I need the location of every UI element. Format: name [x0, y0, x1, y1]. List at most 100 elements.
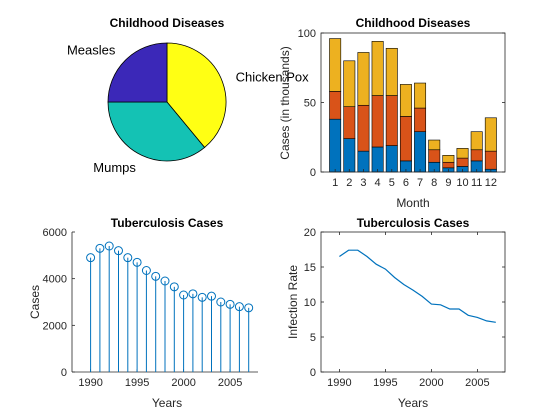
bar-segment — [470, 149, 483, 162]
stem-marker — [151, 271, 161, 281]
pie-slice-label: Measles — [67, 42, 116, 57]
bar-segment — [385, 47, 398, 96]
bar-segment — [414, 107, 427, 132]
bar-segment — [385, 145, 398, 173]
bar-segment — [470, 131, 483, 151]
pie-chart-panel: Childhood Diseases Chicken Pox Mumps Measl… — [67, 16, 309, 175]
x-tick-label: 2000 — [171, 377, 195, 389]
pie-slice — [107, 101, 206, 162]
stem-marker — [95, 243, 105, 253]
stem-ylabel: Cases — [28, 285, 42, 319]
x-tick-label: 1995 — [125, 377, 149, 389]
y-tick-label: 0 — [310, 167, 316, 179]
stem-marker — [216, 297, 226, 307]
x-tick-label: 1995 — [373, 377, 397, 389]
bar-segment — [414, 131, 427, 173]
stem-marker — [104, 241, 114, 251]
y-tick-label: 2000 — [43, 320, 67, 332]
bar-segment — [343, 106, 356, 139]
bar-segment — [456, 148, 469, 159]
stacked-bar-panel: Childhood Diseases 1 2 3 4 5 6 7 8 9 10 11 12050100… — [278, 16, 506, 210]
infection-rate-line — [339, 249, 496, 323]
x-tick-label: 12 — [485, 177, 497, 189]
line-xlabel: Years — [398, 396, 428, 410]
stem-marker — [114, 246, 123, 256]
bar-xlabel: Month — [396, 196, 429, 210]
bar-segment — [343, 60, 356, 107]
line-title: Tuberculosis Cases — [357, 216, 470, 230]
stem-marker — [234, 302, 244, 312]
stem-body: 1990 1995 2000 2005 0 2000 4000 6000 — [43, 227, 258, 389]
bar-segment — [329, 91, 342, 120]
bar-ylabel: Cases (in thousands) — [278, 46, 292, 159]
stem-marker — [169, 282, 179, 292]
bar-segment — [414, 82, 427, 109]
x-tick-label: 1 — [332, 177, 338, 189]
stem-marker — [86, 253, 96, 263]
stem-chart-panel: Tuberculosis Cases 1990 1995 2000 2005 0 2000… — [28, 216, 258, 410]
bar-segment — [357, 104, 370, 152]
line-body: 1990 1995 2000 2005 0 5 10 15 20 — [304, 227, 506, 389]
bar-segment — [371, 95, 384, 148]
x-tick-label: 3 — [360, 177, 366, 189]
bar-segment — [484, 150, 497, 170]
y-tick-label: 5 — [310, 332, 316, 344]
x-tick-label: 2 — [346, 177, 352, 189]
x-tick-label: 1990 — [78, 377, 102, 389]
y-tick-label: 4000 — [43, 274, 67, 286]
bar-segment — [357, 150, 370, 173]
x-tick-label: 2005 — [465, 377, 489, 389]
line-ylabel: Infection Rate — [286, 265, 300, 339]
bar-segment — [484, 117, 497, 152]
x-tick-label: 1990 — [327, 377, 351, 389]
stem-marker — [123, 253, 133, 263]
y-tick-label: 0 — [310, 367, 316, 379]
y-tick-label: 10 — [304, 297, 316, 309]
stem-marker — [225, 299, 235, 309]
y-tick-label: 100 — [298, 28, 316, 40]
stem-marker — [207, 291, 216, 301]
bar-segment — [428, 139, 441, 151]
y-tick-label: 50 — [304, 98, 316, 110]
y-tick-label: 15 — [304, 262, 316, 274]
x-tick-label: 6 — [403, 177, 409, 189]
y-tick-label: 20 — [304, 227, 316, 239]
x-tick-label: 11 — [471, 177, 482, 189]
x-tick-label: 2005 — [218, 377, 242, 389]
bar-segment — [399, 116, 412, 162]
bar-segment — [343, 138, 356, 173]
stem-marker — [179, 290, 189, 300]
x-tick-label: 5 — [389, 177, 395, 189]
bar-segment — [371, 146, 384, 173]
stem-marker — [132, 257, 142, 267]
x-tick-label: 10 — [456, 177, 468, 189]
bar-segment — [456, 157, 469, 167]
bar-segment — [442, 161, 455, 169]
stem-title: Tuberculosis Cases — [111, 216, 224, 230]
y-tick-label: 0 — [61, 367, 67, 379]
bar-segment — [442, 155, 455, 163]
pie-slice-label: Mumps — [93, 160, 136, 175]
y-tick-label: 6000 — [43, 227, 67, 239]
line-chart-panel: Tuberculosis Cases 1990 1995 2000 200505101… — [286, 216, 506, 410]
bar-segment — [385, 95, 398, 146]
bar-segment — [428, 149, 441, 163]
pie-slice — [107, 42, 168, 103]
bar-segment — [399, 84, 412, 117]
bar-segment — [371, 41, 384, 96]
pie-slice — [166, 42, 227, 149]
x-tick-label: 2000 — [419, 377, 443, 389]
x-tick-label: 4 — [375, 177, 381, 189]
stem-marker — [244, 303, 254, 313]
bar-segment — [329, 38, 342, 92]
stem-marker — [160, 276, 170, 286]
pie-slices: Chicken Pox Mumps Measles — [67, 42, 309, 175]
stem-marker — [141, 266, 151, 275]
x-tick-label: 8 — [431, 177, 437, 189]
pie-title: Childhood Diseases — [110, 16, 225, 30]
stem-marker — [197, 292, 207, 302]
x-tick-label: 7 — [417, 177, 423, 189]
bar-title: Childhood Diseases — [356, 16, 471, 30]
